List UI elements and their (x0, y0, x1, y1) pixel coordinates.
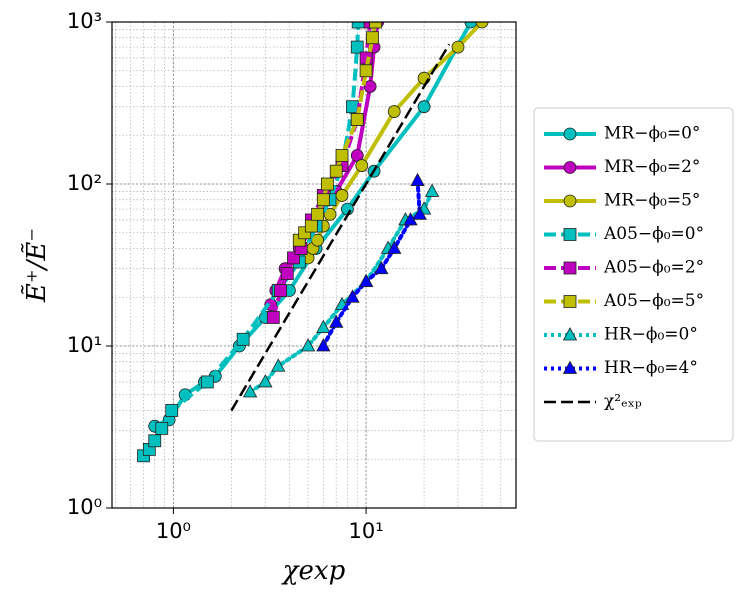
point (351, 22, 365, 29)
point (304, 219, 318, 233)
point (355, 159, 369, 172)
point (300, 338, 316, 352)
point (165, 404, 179, 417)
legend-label: χ²ₑₓₚ (604, 392, 642, 412)
series-line (230, 43, 451, 412)
y-tick-label: 10³ (67, 9, 102, 33)
point (464, 22, 478, 29)
axes-frame (111, 21, 517, 509)
point (387, 105, 401, 118)
legend-label: MR−ϕ₀=5° (604, 191, 700, 211)
legend-label: A05−ϕ₀=0° (603, 224, 704, 244)
legend-label: HR−ϕ₀=4° (604, 358, 698, 378)
plot-area (137, 22, 489, 463)
point (563, 295, 577, 308)
grid (112, 21, 516, 509)
point (359, 64, 373, 78)
point (236, 332, 250, 346)
point (155, 421, 169, 435)
y-axis-label: Ẽ⁺/Ẽ⁻ (20, 228, 52, 303)
point (316, 319, 331, 333)
y-tick-label: 10² (67, 171, 102, 195)
point (374, 260, 389, 275)
point (563, 194, 577, 208)
point (563, 228, 577, 241)
axes: 10⁰ 10¹ 10⁰ 10¹ 10² 10³ (67, 9, 384, 543)
point (274, 284, 287, 297)
x-axis-label: χexp (281, 556, 346, 586)
point (316, 338, 331, 352)
point (329, 314, 344, 328)
x-tick-label: 10⁰ (156, 519, 191, 543)
legend-label: MR−ϕ₀=0° (604, 124, 700, 144)
point (563, 261, 577, 275)
point (271, 358, 286, 372)
point (266, 311, 280, 324)
legend-label: A05−ϕ₀=2° (603, 258, 704, 278)
point (280, 267, 294, 280)
y-tick-label: 10⁰ (67, 495, 102, 519)
legend-label: A05−ϕ₀=5° (603, 291, 704, 311)
point (311, 207, 324, 221)
point (412, 206, 427, 220)
legend-label: HR−ϕ₀=0° (604, 325, 698, 345)
point (451, 40, 465, 54)
y-tick-label: 10¹ (67, 333, 102, 357)
point (563, 161, 577, 174)
point (350, 40, 364, 54)
point (335, 189, 349, 202)
point (363, 80, 377, 93)
point (410, 172, 425, 186)
legend-label: MR−ϕ₀=2° (604, 157, 700, 177)
point (563, 127, 577, 141)
point (258, 374, 273, 388)
point (321, 177, 334, 191)
point (200, 375, 214, 389)
series-line (306, 22, 484, 259)
point (417, 71, 431, 85)
point (417, 100, 431, 114)
point (358, 273, 374, 287)
point (350, 113, 364, 126)
point (242, 384, 258, 398)
point (345, 289, 360, 303)
point (335, 149, 349, 162)
point (562, 360, 578, 374)
point (329, 164, 343, 178)
point (148, 434, 162, 448)
legend-box (533, 107, 734, 442)
point (387, 240, 402, 254)
point (366, 31, 379, 45)
point (562, 327, 578, 341)
point (369, 22, 382, 29)
point (424, 183, 440, 197)
legend: MR−ϕ₀=0° MR−ϕ₀=2° MR−ϕ₀=5° A05−ϕ₀=0° A05−ϕ₀=… (544, 124, 704, 412)
x-tick-label: 10¹ (349, 519, 384, 543)
point (316, 193, 330, 207)
point (323, 207, 337, 221)
point (475, 22, 489, 29)
